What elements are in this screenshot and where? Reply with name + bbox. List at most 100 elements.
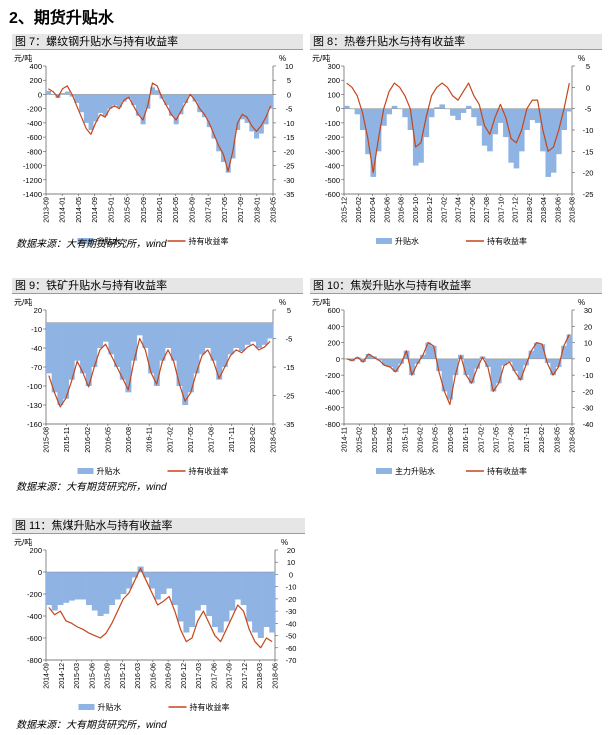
bar [534, 342, 540, 359]
legend-bar-swatch [376, 238, 392, 244]
bar [227, 322, 234, 355]
bar [240, 572, 247, 605]
right-tick-label: -30 [284, 176, 295, 185]
x-tick-label: 2018-08 [570, 427, 577, 453]
bar [534, 108, 541, 123]
bar [98, 94, 104, 113]
right-tick-label: -10 [583, 126, 594, 135]
left-tick-label: -100 [27, 382, 42, 391]
legend-bar-swatch [78, 704, 95, 710]
x-tick-label: 2017-11 [524, 427, 531, 452]
bar [135, 94, 141, 116]
bar [481, 108, 488, 146]
bar [244, 94, 250, 123]
bar [233, 322, 240, 348]
bar [402, 108, 408, 118]
bar [239, 94, 245, 120]
left-tick-label: -800 [27, 656, 42, 665]
left-tick-label: -200 [27, 590, 42, 599]
bar [178, 94, 184, 115]
x-tick-label: 2017-02 [478, 427, 485, 453]
left-tick-label: -300 [325, 147, 340, 156]
bar [88, 94, 94, 130]
right-tick-label: -30 [286, 607, 297, 616]
x-tick-label: 2016-04 [370, 197, 377, 223]
x-tick-label: 2018-03 [257, 663, 264, 689]
bar [193, 322, 200, 374]
bar [455, 108, 461, 121]
x-tick-label: 2017-12 [242, 663, 249, 689]
left-tick-label: -600 [325, 190, 340, 199]
right-tick-label: 5 [586, 62, 590, 71]
x-tick-label: 2017-12 [513, 197, 520, 223]
x-tick-label: 2016-06 [150, 663, 157, 689]
bar [216, 322, 223, 380]
right-unit-label: % [578, 54, 585, 63]
bar [79, 94, 85, 113]
bar [120, 572, 127, 594]
chart-svg: 元/吨 % 300 200 100 0 -100 -200 -300 -400 -500 -600 5 0… [312, 53, 594, 246]
legend-bar-label: 升贴水 [97, 236, 121, 246]
left-tick-label: -600 [27, 634, 42, 643]
bar [125, 322, 132, 393]
bar [57, 572, 64, 605]
bar [370, 108, 377, 177]
right-tick-label: 0 [289, 570, 293, 579]
bar [194, 572, 201, 611]
x-tick-label: 2013-09 [44, 197, 51, 223]
x-tick-label: 2016-02 [85, 427, 92, 453]
bar [474, 358, 481, 369]
bar [46, 90, 52, 95]
x-tick-label: 2014-01 [60, 197, 67, 223]
bar [529, 108, 536, 121]
right-tick-label: 10 [285, 62, 293, 71]
left-tick-label: -800 [325, 420, 340, 429]
bar [121, 94, 127, 102]
bar [386, 108, 393, 115]
legend-bar-swatch [77, 238, 94, 244]
source-note: 数据来源：大有期货研究所，wind [16, 720, 167, 731]
source-note: 数据来源：大有期货研究所，wind [16, 239, 167, 250]
bar [108, 322, 115, 355]
right-tick-label: -10 [284, 119, 295, 128]
x-tick-label: 2016-06 [384, 197, 391, 223]
bar [159, 322, 166, 361]
x-tick-label: 2016-08 [448, 427, 455, 453]
left-unit-label: 元/吨 [312, 297, 330, 307]
bar [501, 358, 508, 366]
bar [452, 358, 459, 376]
bar [51, 572, 58, 611]
bar [439, 104, 446, 109]
bar [102, 94, 108, 116]
left-tick-label: -160 [27, 420, 42, 429]
right-tick-label: 0 [586, 355, 590, 364]
x-tick-label: 2016-10 [413, 197, 420, 223]
right-tick-label: -20 [583, 387, 594, 396]
legend-bar-swatch [77, 468, 94, 474]
bar [217, 572, 224, 633]
bar [545, 108, 552, 177]
right-tick-label: -5 [286, 105, 293, 114]
bar [131, 322, 138, 361]
bar [199, 322, 206, 355]
bar [200, 572, 207, 605]
legend-bar-label: 主力升贴水 [395, 466, 435, 476]
bar [550, 108, 557, 173]
chart-panel-10: 图 10：焦炭升贴水与持有收益率 元/吨% 600 400 200 0 -200 -400-… [310, 278, 602, 478]
chart-panel-8: 图 8：热卷升贴水与持有收益率 元/吨% 300 200 100 0 -100 -200 -3… [310, 34, 602, 266]
right-tick-label: -25 [284, 162, 295, 171]
right-tick-label: -70 [286, 656, 297, 665]
bar [485, 358, 491, 367]
bar [263, 572, 270, 627]
bar [258, 94, 264, 134]
x-tick-label: 2016-08 [399, 197, 406, 223]
bar [140, 94, 146, 125]
legend-line-label: 持有收益率 [189, 466, 229, 476]
bar [177, 572, 184, 622]
right-tick-label: -20 [583, 169, 594, 178]
bar [97, 322, 104, 348]
x-tick-label: 2016-09 [166, 663, 173, 689]
left-unit-label: 元/吨 [14, 53, 32, 63]
bar [166, 572, 173, 589]
x-tick-label: 2015-12 [342, 197, 349, 223]
